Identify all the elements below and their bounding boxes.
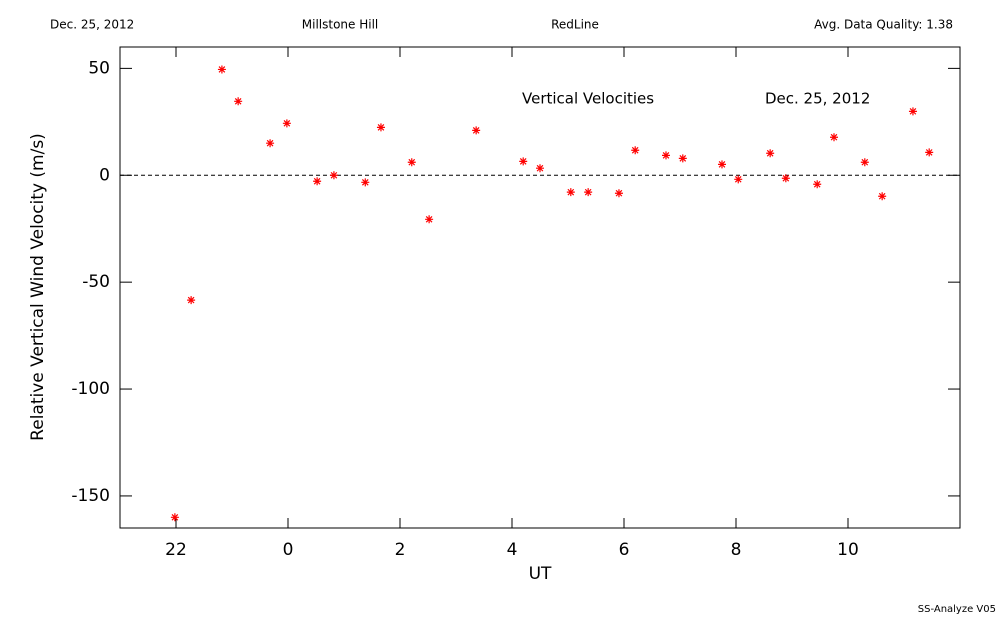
- data-point: [878, 192, 887, 201]
- y-tick-label: -50: [82, 272, 110, 292]
- x-tick-label: 8: [731, 540, 742, 560]
- header-date: Dec. 25, 2012: [50, 18, 134, 32]
- data-point: [376, 123, 385, 132]
- data-point: [813, 180, 822, 189]
- data-point: [282, 119, 291, 128]
- data-point: [631, 146, 640, 155]
- data-point: [908, 107, 917, 116]
- data-point: [170, 513, 179, 522]
- header-instrument: RedLine: [551, 18, 599, 32]
- data-point: [781, 174, 790, 183]
- plot-frame: [119, 46, 961, 529]
- data-point: [407, 158, 416, 167]
- x-tick-label: 2: [395, 540, 406, 560]
- data-point: [519, 157, 528, 166]
- header-quality: Avg. Data Quality: 1.38: [814, 18, 953, 32]
- data-point: [566, 188, 575, 197]
- data-point: [678, 154, 687, 163]
- x-tick-label: 6: [619, 540, 630, 560]
- data-point: [766, 149, 775, 158]
- data-point: [584, 188, 593, 197]
- x-tick-label: 0: [283, 540, 294, 560]
- annotation: Vertical Velocities: [522, 90, 654, 108]
- data-point: [662, 151, 670, 160]
- x-tick-label: 22: [165, 540, 187, 560]
- x-tick-label: 4: [507, 540, 518, 560]
- data-point: [234, 97, 243, 106]
- x-tick-label: 10: [837, 540, 859, 560]
- data-point: [830, 133, 838, 142]
- data-point: [361, 178, 370, 187]
- data-point: [187, 296, 196, 305]
- data-point: [472, 126, 481, 135]
- data-point: [536, 164, 544, 173]
- y-tick-label: -150: [71, 486, 110, 506]
- data-point: [925, 148, 934, 157]
- data-point: [860, 158, 869, 167]
- data-point: [425, 215, 434, 224]
- data-point: [329, 171, 338, 180]
- header-site: Millstone Hill: [302, 18, 378, 32]
- y-tick-label: -100: [71, 379, 110, 399]
- data-point: [266, 139, 275, 148]
- x-axis-label: UT: [529, 564, 552, 584]
- data-point: [217, 65, 226, 74]
- y-tick-label: 0: [99, 165, 110, 185]
- data-point: [614, 189, 623, 198]
- data-point: [734, 175, 743, 184]
- data-point: [313, 177, 322, 186]
- footer: SS-Analyze V05: [918, 604, 996, 615]
- annotation: Dec. 25, 2012: [765, 90, 870, 108]
- data-point: [718, 160, 726, 169]
- y-axis-label: Relative Vertical Wind Velocity (m/s): [28, 133, 48, 441]
- y-tick-label: 50: [88, 58, 110, 78]
